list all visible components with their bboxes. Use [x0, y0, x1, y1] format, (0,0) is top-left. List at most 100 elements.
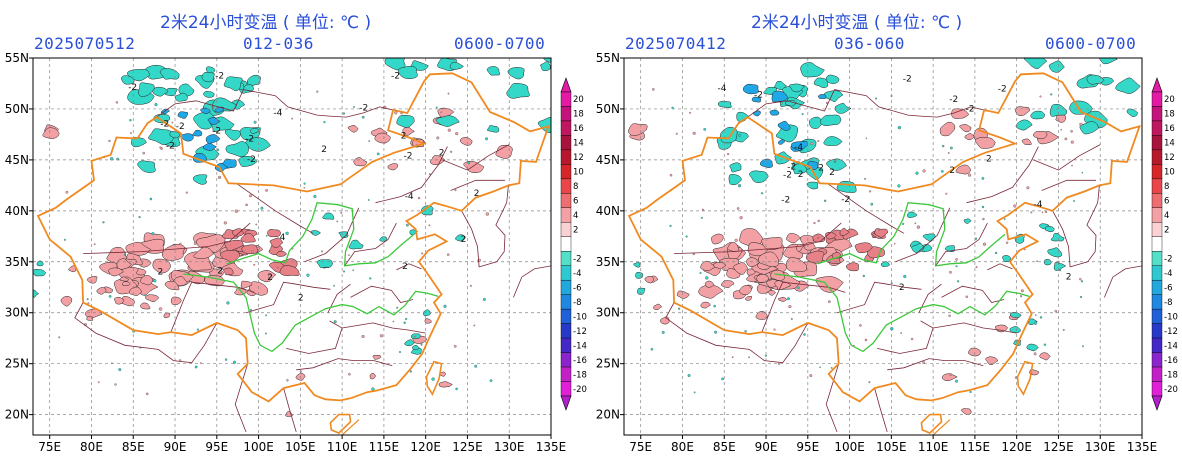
contour-label: -2: [215, 71, 224, 81]
anomaly-speckle: [420, 342, 423, 344]
anomaly-speckle: [65, 190, 69, 194]
contour-label: 2: [986, 154, 992, 164]
colorbar-label: 2: [1164, 226, 1169, 236]
anomaly-speckle: [1060, 128, 1062, 131]
province-border: [987, 263, 1013, 271]
cool-anomaly-area: [1030, 110, 1046, 120]
y-tick-label: 50N: [596, 102, 620, 116]
warm-anomaly-area: [770, 269, 785, 281]
colorbar-swatch: [560, 120, 572, 136]
valid-hours: 0600-0700: [454, 34, 546, 53]
anomaly-speckle: [218, 175, 222, 179]
anomaly-speckle: [286, 379, 289, 382]
colorbar-label: 12: [1164, 153, 1175, 163]
warm-anomaly-area: [129, 286, 143, 296]
hainan-outline: [329, 413, 352, 434]
anomaly-speckle: [897, 125, 902, 130]
colorbar-swatch: [560, 294, 572, 310]
anomaly-speckle: [249, 308, 252, 312]
warm-anomaly-core: [874, 228, 888, 238]
province-border: [83, 222, 251, 254]
warm-anomaly-core: [224, 239, 244, 252]
province-border: [396, 263, 422, 271]
warm-anomaly-area: [145, 294, 160, 303]
anomaly-speckle: [1030, 211, 1033, 214]
colorbar-label: -4: [573, 269, 581, 279]
anomaly-speckle: [736, 207, 740, 210]
cool-anomaly-area: [823, 136, 843, 146]
warm-anomaly-area: [713, 262, 726, 270]
anomaly-speckle: [86, 298, 89, 301]
anomaly-speckle: [114, 383, 117, 386]
warm-anomaly-area: [1033, 131, 1048, 140]
anomaly-speckle: [379, 334, 383, 338]
y-tick-label: 25N: [596, 357, 620, 371]
anomaly-speckle: [1035, 314, 1037, 316]
warm-anomaly-area: [644, 276, 655, 284]
init-time: 2025070512: [34, 34, 136, 53]
province-border: [887, 358, 984, 371]
colorbar-swatch: [560, 193, 572, 209]
contour-label: -2: [245, 134, 254, 144]
anomaly-speckle: [1062, 328, 1065, 331]
colorbar-label: 18: [1164, 110, 1175, 120]
anomaly-speckle: [473, 324, 476, 327]
anomaly-speckle: [428, 224, 431, 227]
warm-anomaly-area: [116, 258, 132, 270]
anomaly-speckle: [947, 152, 950, 154]
anomaly-speckle: [251, 250, 254, 253]
anomaly-speckle: [348, 372, 351, 376]
colorbar-label: -4: [1164, 269, 1172, 279]
cool-anomaly-area: [1044, 225, 1055, 233]
anomaly-speckle: [342, 112, 346, 115]
colorbar-swatch: [560, 366, 572, 382]
anomaly-speckle: [256, 247, 260, 250]
province-border: [1041, 179, 1096, 191]
anomaly-speckle: [864, 338, 868, 342]
init-time: 2025070412: [625, 34, 727, 53]
anomaly-speckle: [63, 238, 66, 241]
neighbor-border: [234, 363, 249, 433]
warm-anomaly-area: [746, 268, 756, 276]
cool-anomaly-core: [769, 109, 780, 116]
cool-anomaly-area: [224, 128, 241, 141]
colorbar-label: 20: [573, 95, 584, 105]
anomaly-speckle: [469, 284, 472, 287]
anomaly-speckle: [773, 328, 776, 331]
anomaly-speckle: [678, 307, 681, 310]
anomaly-speckle: [406, 223, 409, 227]
colorbar-swatch: [1151, 193, 1163, 209]
province-border: [442, 144, 510, 171]
anomaly-speckle: [154, 103, 158, 107]
anomaly-speckle: [903, 274, 907, 279]
colorbar-swatch: [1151, 279, 1163, 295]
anomaly-speckle: [1079, 278, 1082, 281]
anomaly-speckle: [1058, 269, 1062, 272]
anomaly-speckle: [737, 184, 742, 188]
colorbar-bottom-arrow: [1151, 395, 1163, 411]
anomaly-speckle: [897, 184, 901, 188]
anomaly-speckle: [421, 252, 424, 255]
anomaly-speckle: [817, 237, 820, 239]
anomaly-speckle: [1020, 289, 1024, 293]
x-tick-label: 75E: [629, 440, 652, 454]
y-tick-label: 20N: [596, 408, 620, 422]
warm-anomaly-core: [854, 242, 873, 254]
cool-anomaly-core: [777, 120, 791, 131]
cool-anomaly-area: [449, 61, 464, 70]
cool-anomaly-area: [1079, 121, 1099, 135]
colorbar-swatch: [1151, 366, 1163, 382]
cool-anomaly-area: [223, 76, 243, 92]
anomaly-speckle: [118, 368, 122, 372]
warm-anomaly-area: [733, 262, 748, 275]
cool-anomaly-area: [412, 344, 420, 351]
anomaly-speckle: [830, 367, 833, 369]
anomaly-speckle: [948, 314, 951, 317]
cool-anomaly-area: [250, 128, 260, 134]
anomaly-speckle: [955, 258, 958, 261]
contour-label: -2: [166, 141, 175, 151]
x-tick-label: 110E: [327, 440, 358, 454]
cool-anomaly-area: [486, 125, 500, 133]
contour-label: -2: [359, 104, 368, 114]
cool-anomaly-area: [540, 61, 551, 71]
